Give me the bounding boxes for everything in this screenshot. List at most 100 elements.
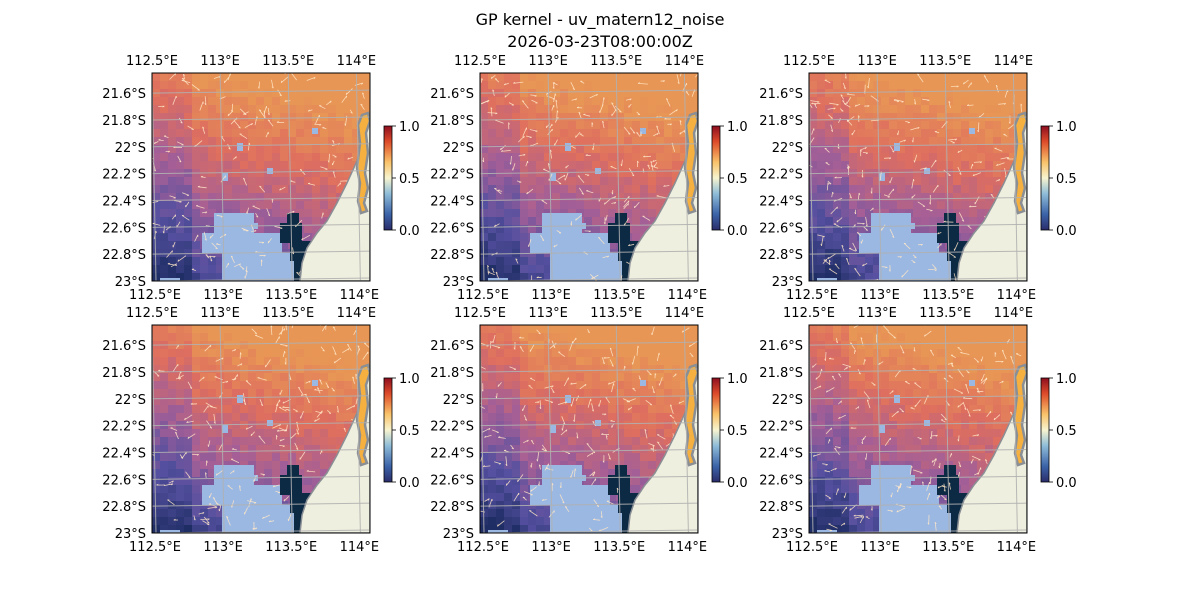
- map-frame: [479, 324, 699, 534]
- vector-head: [604, 413, 607, 416]
- vector-arrow: [505, 456, 508, 466]
- vector-arrow: [965, 383, 970, 394]
- vector-arrow: [267, 119, 274, 127]
- meridian: [287, 73, 293, 281]
- vector-head: [228, 147, 231, 150]
- vector-head: [158, 369, 161, 372]
- map-panel-svg: 112.5°E 112.5°E 113°E 113°E 113.5°E 113.5°E 11…: [430, 54, 747, 303]
- vector-arrow: [531, 99, 538, 104]
- vector-arrow: [931, 458, 937, 463]
- vector-head: [307, 109, 310, 112]
- vector-arrow: [1000, 156, 1009, 160]
- vector-arrow: [656, 125, 660, 135]
- vector-head: [174, 73, 177, 76]
- vector-head: [830, 427, 832, 431]
- vector-arrow: [292, 247, 294, 255]
- vector-arrow: [547, 128, 553, 136]
- vector-head: [603, 97, 605, 100]
- vector-head: [824, 147, 827, 150]
- vector-arrow: [265, 359, 271, 368]
- coastal-inlet: [355, 111, 370, 215]
- colorbar-tick-label: 1.0: [399, 120, 420, 135]
- vector-arrow: [598, 527, 609, 532]
- vector-head: [570, 382, 573, 385]
- vector-head: [669, 123, 672, 126]
- vector-head: [1020, 103, 1023, 106]
- vector-arrow: [512, 163, 516, 171]
- vector-head: [867, 105, 870, 108]
- vector-arrow: [536, 329, 541, 335]
- vector-head: [587, 174, 590, 177]
- vector-head: [820, 243, 822, 246]
- vector-head: [899, 256, 902, 258]
- vector-arrow: [244, 507, 248, 515]
- vector-arrow: [207, 506, 218, 509]
- vector-arrow: [998, 103, 1006, 105]
- vector-head: [203, 376, 205, 379]
- vector-head: [570, 223, 572, 226]
- vector-head: [944, 418, 947, 421]
- vector-arrow: [954, 242, 959, 251]
- nearshore-cell: [615, 465, 627, 475]
- vector-head: [938, 465, 940, 469]
- vector-head: [205, 472, 207, 475]
- vector-arrow: [290, 73, 298, 81]
- lat-tick-label: 21.8°S: [430, 114, 474, 129]
- vector-head: [490, 76, 493, 79]
- vector-head: [587, 331, 590, 334]
- vector-head: [204, 238, 207, 241]
- vector-head: [864, 147, 867, 150]
- meridian: [809, 73, 814, 281]
- vector-arrow: [345, 88, 353, 95]
- vector-arrow: [332, 346, 337, 355]
- vector-arrow: [558, 351, 566, 358]
- vector-arrow: [636, 345, 639, 356]
- vector-head: [819, 385, 822, 388]
- lon-tick-label-bottom: 113.5°E: [593, 540, 645, 555]
- vector-arrow: [972, 172, 981, 177]
- vector-head: [301, 238, 304, 241]
- vector-head: [511, 447, 514, 450]
- masked-cell: [312, 128, 318, 134]
- vector-arrow: [958, 212, 965, 222]
- vector-arrow: [912, 469, 923, 474]
- parallel: [809, 448, 1027, 453]
- vector-arrow: [849, 342, 856, 350]
- lon-tick-label-top: 114°E: [665, 306, 705, 321]
- vector-head: [943, 220, 946, 223]
- vector-head: [272, 485, 275, 488]
- vector-head: [846, 257, 849, 260]
- vector-head: [555, 99, 558, 102]
- vector-head: [586, 443, 589, 445]
- vector-head: [481, 78, 483, 81]
- vector-head: [536, 459, 538, 462]
- vector-arrow: [563, 377, 569, 387]
- vector-head: [591, 452, 594, 455]
- vector-arrow: [953, 388, 964, 394]
- vector-head: [279, 94, 282, 97]
- vector-arrow: [247, 500, 257, 504]
- vector-head: [332, 140, 335, 142]
- vector-arrow: [623, 195, 630, 203]
- lat-tick-label: 22.6°S: [430, 221, 474, 236]
- vector-head: [539, 406, 542, 410]
- vector-head: [607, 255, 610, 258]
- map-frame: [151, 72, 371, 282]
- vector-arrow: [928, 269, 937, 271]
- vector-head: [353, 405, 356, 408]
- vector-head: [345, 92, 348, 95]
- vector-head: [213, 421, 216, 424]
- vector-head: [486, 100, 489, 103]
- vector-head: [526, 439, 529, 442]
- masked-cell: [565, 395, 571, 403]
- vector-head: [979, 161, 983, 164]
- vector-head: [254, 502, 257, 504]
- vector-head: [477, 510, 479, 511]
- vector-head: [536, 276, 539, 279]
- vector-head: [193, 518, 196, 521]
- parallel: [480, 196, 698, 201]
- nearshore-cell: [615, 213, 627, 223]
- parallel: [480, 475, 698, 480]
- vector-head: [966, 104, 970, 106]
- lon-tick-label-bottom: 114°E: [668, 288, 708, 303]
